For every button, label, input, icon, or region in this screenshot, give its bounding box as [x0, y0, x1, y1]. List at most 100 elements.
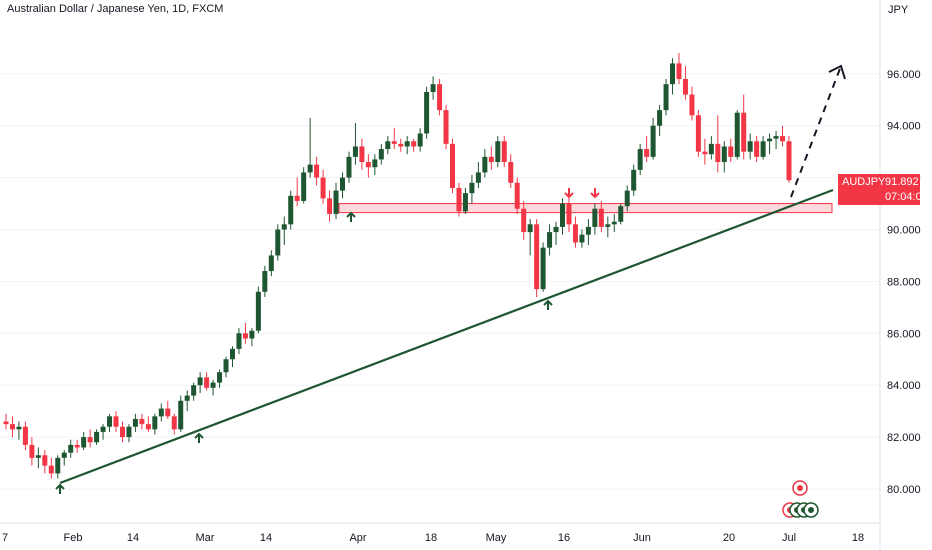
- candle-body: [365, 162, 371, 168]
- x-axis-ticks: 7 Feb 14 Mar 14 Apr 18 May 16 Jun 20 Jul 18: [2, 532, 864, 544]
- projection-line: [790, 65, 842, 198]
- candle-body: [158, 408, 164, 417]
- candle-body: [9, 424, 15, 430]
- candle-body: [572, 224, 578, 243]
- candle-body: [644, 149, 650, 157]
- price-value: 91.892: [885, 176, 919, 188]
- candle-body: [191, 385, 197, 396]
- candle-body: [171, 416, 177, 430]
- candle-body: [61, 452, 67, 458]
- x-tick-label: 14: [260, 532, 272, 544]
- candle-body: [695, 115, 701, 152]
- x-tick-label: 20: [723, 532, 735, 544]
- candle-body: [223, 359, 229, 373]
- countdown-value: 07:04:00: [885, 191, 928, 203]
- event-icon[interactable]: [803, 502, 819, 518]
- y-axis-ticks: 80.00082.00084.00086.00088.00090.00092.0…: [887, 69, 921, 496]
- candle-body: [527, 224, 533, 233]
- candle-body: [372, 159, 378, 168]
- candle-body: [747, 141, 753, 152]
- candle-body: [475, 172, 481, 183]
- candle-body: [734, 112, 740, 157]
- candle-body: [391, 141, 397, 144]
- candle-body: [780, 136, 786, 142]
- symbol-label: AUDJPY: [842, 176, 886, 188]
- candle-body: [288, 195, 294, 225]
- candle-body: [417, 133, 423, 147]
- candle-body: [618, 206, 624, 222]
- candle-body: [424, 91, 430, 134]
- y-tick-label: 82.000: [887, 432, 921, 444]
- candle-body: [553, 226, 559, 233]
- candle-body: [495, 141, 501, 163]
- support-zone: [338, 203, 833, 214]
- up-arrow-icon: [543, 299, 553, 306]
- up-arrow-icon: [194, 432, 204, 439]
- candle-body: [657, 110, 663, 126]
- candle-body: [676, 63, 682, 79]
- event-icons[interactable]: [782, 480, 819, 518]
- x-tick-label: May: [486, 532, 507, 544]
- candle-body: [113, 416, 119, 427]
- y-tick-label: 88.000: [887, 276, 921, 288]
- candle-body: [294, 195, 300, 201]
- candle-body: [378, 149, 384, 160]
- y-tick-label: 86.000: [887, 328, 921, 340]
- candle-body: [456, 187, 462, 212]
- candle-body: [443, 110, 449, 144]
- candle-body: [48, 465, 54, 474]
- candle-body: [22, 426, 28, 445]
- candle-body: [262, 271, 268, 292]
- candle-body: [35, 455, 41, 458]
- candle-body: [94, 431, 100, 443]
- projection-arrowhead: [828, 64, 846, 80]
- candle-body: [728, 146, 734, 157]
- candle-body: [547, 232, 553, 248]
- candle-body: [754, 141, 760, 157]
- up-arrow-icon: [55, 483, 65, 490]
- candle-body: [281, 224, 287, 230]
- candle-body: [301, 172, 307, 201]
- x-tick-label: Mar: [196, 532, 215, 544]
- candle-body: [508, 162, 514, 183]
- candle-body: [346, 156, 352, 178]
- candle-body: [339, 177, 345, 191]
- candle-body: [229, 348, 235, 360]
- candle-body: [314, 164, 320, 178]
- candle-body: [119, 426, 125, 438]
- axes: [0, 0, 881, 550]
- candle-body: [786, 141, 792, 181]
- y-tick-label: 96.000: [887, 69, 921, 81]
- support-zone-rect: [338, 203, 833, 214]
- candle-body: [16, 426, 22, 430]
- candle-body: [132, 418, 138, 427]
- candle-body: [411, 141, 417, 147]
- event-icon[interactable]: [792, 480, 808, 496]
- candle-body: [87, 437, 93, 443]
- candle-body: [359, 146, 365, 163]
- candle-body: [566, 203, 572, 225]
- candle-body: [165, 408, 171, 417]
- event-dot: [797, 485, 803, 491]
- down-arrow-icon: [590, 192, 600, 199]
- y-tick-label: 80.000: [887, 484, 921, 496]
- candle-body: [55, 457, 61, 474]
- candle-body: [197, 377, 203, 386]
- candle-body: [514, 182, 520, 209]
- x-tick-label: Jun: [633, 532, 651, 544]
- x-tick-label: Apr: [349, 532, 366, 544]
- candle-body: [767, 138, 773, 142]
- candle-body: [611, 221, 617, 225]
- symbol-price-label: AUDJPY 91.892: [838, 174, 920, 190]
- candle-body: [760, 141, 766, 157]
- candle-body: [702, 151, 708, 155]
- candle-body: [482, 156, 488, 173]
- candle-body: [605, 224, 611, 227]
- candle-body: [631, 169, 637, 191]
- candle-body: [68, 444, 74, 453]
- up-arrow-icon: [346, 211, 356, 218]
- candle-body: [100, 426, 106, 432]
- candle-body: [333, 190, 339, 214]
- countdown-label: 07:04:00: [838, 189, 928, 205]
